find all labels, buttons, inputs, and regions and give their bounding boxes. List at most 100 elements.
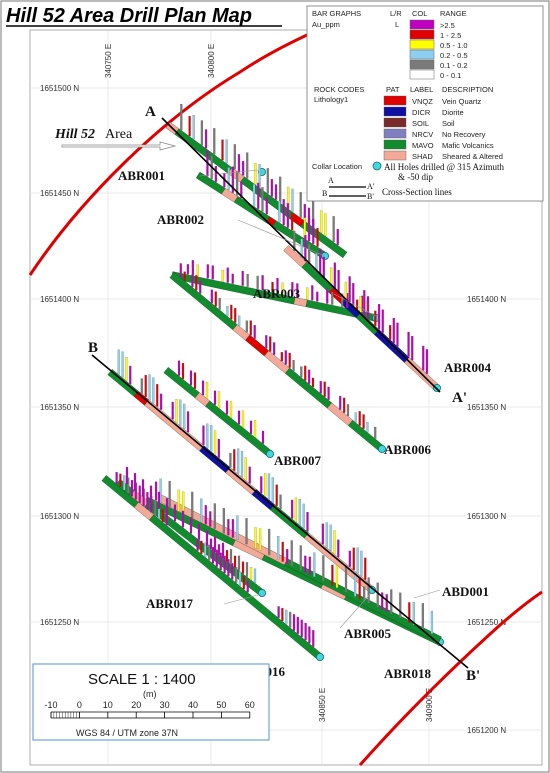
assay-bar [266,168,269,194]
assay-bar [221,139,224,161]
assay-bar [245,562,249,577]
legend-section-b: B [322,189,327,198]
scale-box-frame [32,663,270,741]
assay-bar [327,386,330,400]
assay-bar [307,215,311,242]
assay-bar [392,317,395,344]
assay-bar [265,196,268,215]
y-label-1651450: 1651450 N [40,189,79,198]
assay-bar [159,478,162,503]
assay-bar [229,452,232,468]
assay-bar [364,557,367,580]
legend-rock-swatch [383,139,407,150]
assay-bar [231,519,235,538]
assay-bar [354,412,357,423]
assay-bar [291,212,294,231]
assay-bar [141,479,145,497]
assay-bar [237,154,241,173]
section-line-a [161,117,441,393]
assay-bar [238,315,241,326]
legend-rock-desc: Sheared & Altered [442,152,503,161]
legend-range-label: 0.1 - 0.2 [440,61,468,70]
assay-bar [352,283,355,306]
legend-col-header: COL [412,9,427,18]
assay-bar [270,179,274,197]
section-b-prime-label: B' [466,668,480,684]
legend-label-header: LABEL [410,85,433,94]
legend-range-label: 0 - 0.1 [440,71,461,80]
assay-bar [291,188,294,212]
assay-bar [389,325,392,340]
assay-bar [206,423,209,449]
y-label-1651300-right: 1651300 N [467,512,506,521]
y-label-1651400-left: 1651400 N [40,295,79,304]
assay-bar [249,320,252,336]
assay-bar [348,276,351,303]
assay-bar [245,518,248,545]
assay-bar [165,498,169,516]
legend-ranges: >2.51 - 2.50.5 - 1.00.2 - 0.50.1 - 0.20 … [409,19,468,80]
assay-bar [325,522,328,548]
assay-bar [300,619,303,638]
assay-bar [421,603,425,630]
assay-bar [253,420,257,438]
map-frame [29,29,543,766]
assay-bar [256,275,259,289]
assay-bar [191,260,195,276]
assay-bar [253,325,256,339]
assay-bar [200,120,204,146]
legend-rock-codes-label: ROCK CODES [314,85,364,94]
assay-bar [385,594,388,612]
assay-bar [175,399,178,423]
assay-bar [333,262,336,289]
assay-bar [213,503,216,529]
assay-bar [323,381,326,397]
assay-bar [233,555,237,568]
assay-bar [319,248,322,275]
assay-bar [308,369,311,384]
assay-bar [274,184,278,200]
assay-bar [225,550,229,562]
collar-marker [377,444,386,453]
assay-bar [331,291,334,305]
assay-bar [278,200,281,223]
assay-bar [123,475,126,491]
assay-bar [246,273,249,287]
section-b-label: B [88,340,98,356]
scale-tick-label: 30 [160,700,170,710]
assay-bar [294,497,298,522]
assay-bar [231,563,234,580]
assay-bar [127,477,130,494]
assay-bar [240,181,243,199]
assay-bar [288,352,291,368]
assay-bar [210,289,213,304]
x-label-340750: 340750 E [104,44,113,78]
assay-bar [279,494,282,510]
assay-bar [312,219,315,245]
assay-bar [408,602,411,623]
assay-bar [343,397,346,413]
hole-label-abr002: ABR002 [157,212,204,227]
area-boundary-north [28,28,319,276]
collar-marker [315,653,324,662]
assay-bar [330,267,333,286]
assay-bar [300,366,303,378]
legend-range-swatch [409,39,435,50]
assay-bar [231,166,234,193]
legend-range-swatch [409,69,435,80]
assay-bar [322,256,325,279]
assay-bar [296,616,299,634]
assay-bar [125,357,128,381]
assay-bar [311,377,315,388]
assay-bar [412,602,415,625]
assay-bar [374,426,377,439]
assay-bar [192,115,195,140]
assay-bar [299,545,302,571]
assay-bar [201,380,205,396]
assay-bar [197,523,201,540]
assay-bar [241,160,245,176]
assay-bar [306,511,309,532]
assay-bar [376,582,379,608]
assay-bar [296,283,299,298]
assay-bar [335,565,339,588]
